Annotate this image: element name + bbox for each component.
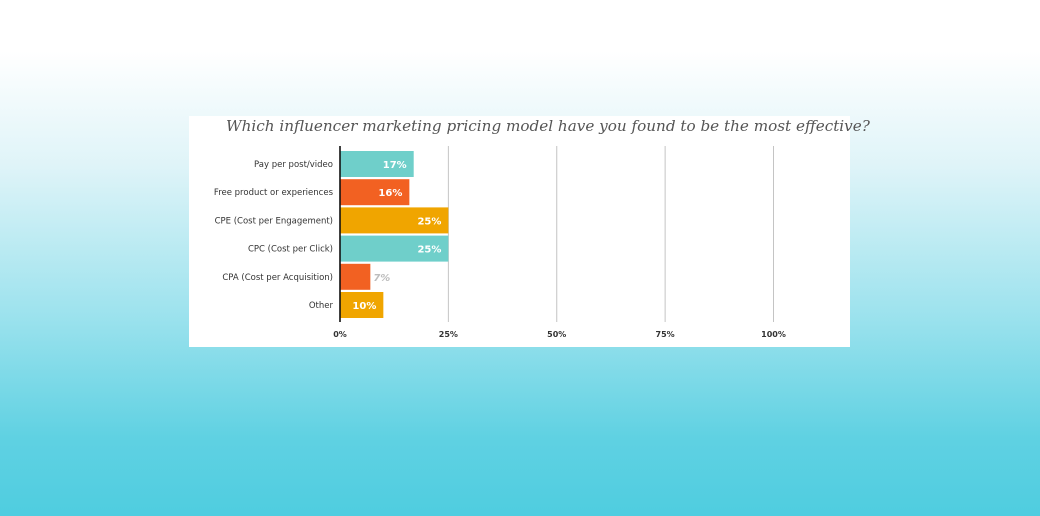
bar[interactable] (340, 207, 449, 234)
value-label: 7% (373, 273, 390, 284)
value-label: 16% (378, 188, 402, 199)
chart-card: Which influencer marketing pricing model… (189, 116, 870, 347)
x-tick-label: 100% (761, 330, 786, 339)
x-tick-label: 0% (333, 330, 347, 339)
category-label: CPE (Cost per Engagement) (215, 216, 333, 226)
x-tick-label: 25% (439, 330, 458, 339)
value-label: 10% (352, 301, 376, 312)
bar[interactable] (340, 151, 414, 177)
bar-chart: Pay per post/video 17% Free product or exp… (214, 146, 786, 339)
category-label: Pay per post/video (254, 160, 333, 170)
x-tick-label: 50% (547, 330, 566, 339)
value-label: 25% (417, 245, 441, 256)
bar[interactable] (340, 292, 384, 318)
chart-title: Which influencer marketing pricing model… (226, 117, 870, 135)
x-tick-label: 75% (656, 330, 675, 339)
category-label: CPC (Cost per Click) (248, 245, 333, 255)
bar[interactable] (340, 179, 410, 206)
category-label: CPA (Cost per Acquisition) (222, 273, 333, 283)
category-label: Free product or experiences (214, 188, 334, 198)
value-label: 25% (417, 216, 441, 227)
bar[interactable] (340, 235, 449, 262)
category-label: Other (309, 301, 334, 311)
value-label: 17% (383, 160, 407, 171)
bar[interactable] (340, 263, 371, 290)
